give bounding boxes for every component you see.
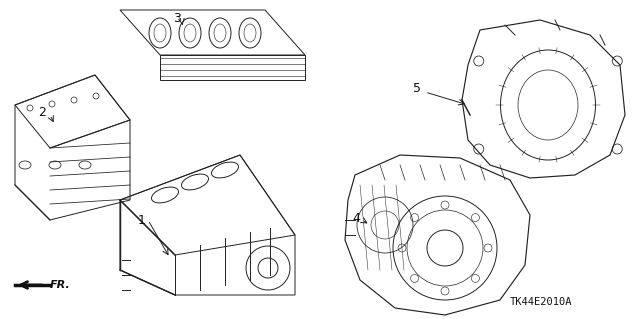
Text: TK44E2010A: TK44E2010A bbox=[510, 297, 573, 307]
Text: 2: 2 bbox=[38, 106, 46, 118]
Text: FR.: FR. bbox=[50, 280, 71, 290]
Text: 4: 4 bbox=[352, 211, 360, 225]
Text: 3: 3 bbox=[173, 11, 181, 25]
Text: 5: 5 bbox=[413, 81, 421, 94]
Text: 1: 1 bbox=[138, 213, 146, 226]
